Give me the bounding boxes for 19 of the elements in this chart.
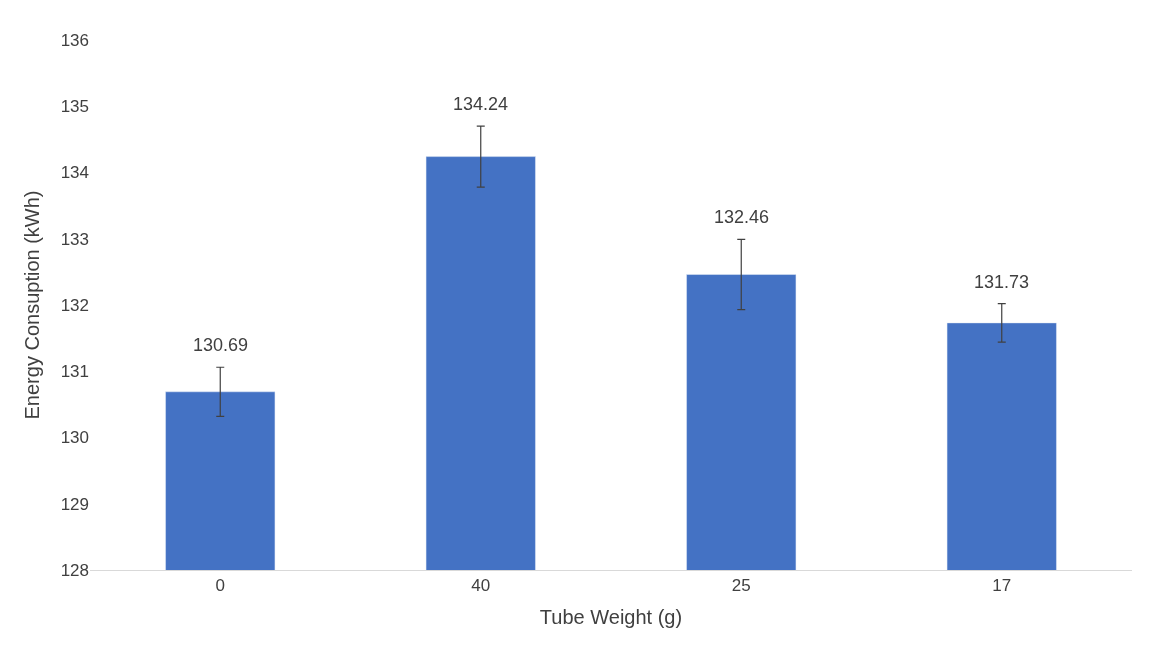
x-tick-label: 0 bbox=[215, 576, 225, 596]
y-tick-label: 136 bbox=[60, 30, 89, 50]
x-axis-title: Tube Weight (g) bbox=[539, 605, 683, 628]
x-tick-label: 40 bbox=[471, 576, 491, 596]
data-label: 130.69 bbox=[193, 335, 249, 355]
y-tick-label: 132 bbox=[60, 295, 89, 315]
y-tick-label: 135 bbox=[60, 97, 89, 117]
data-label: 132.46 bbox=[714, 207, 770, 227]
y-tick-label: 133 bbox=[60, 229, 89, 249]
y-tick-label: 129 bbox=[60, 494, 89, 514]
y-tick-label: 130 bbox=[60, 428, 89, 448]
y-axis-title: Energy Consuption (kWh) bbox=[21, 190, 44, 420]
data-label: 131.73 bbox=[974, 272, 1030, 292]
data-label: 134.24 bbox=[453, 94, 509, 114]
x-tick-label: 25 bbox=[731, 576, 751, 596]
y-tick-label: 134 bbox=[60, 163, 89, 183]
y-tick-label: 131 bbox=[60, 362, 89, 382]
y-tick-label: 128 bbox=[60, 560, 89, 580]
x-tick-label: 17 bbox=[992, 576, 1012, 596]
